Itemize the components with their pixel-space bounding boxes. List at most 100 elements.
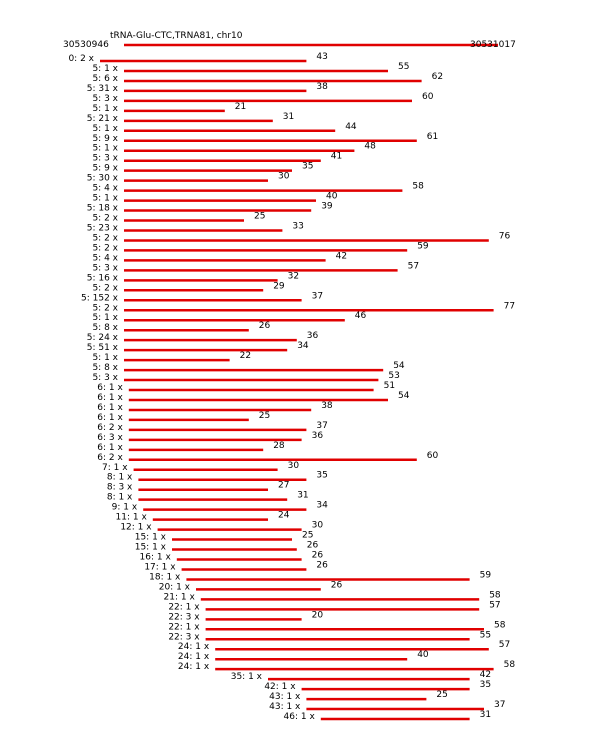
read-length: 44 — [345, 122, 357, 132]
read-length: 31 — [283, 112, 294, 122]
read-length: 46 — [355, 311, 367, 321]
read-length: 26 — [307, 541, 319, 551]
read-label: 6: 1 x — [97, 393, 123, 403]
read-label: 5: 9 x — [92, 134, 118, 144]
read-label: 15: 1 x — [135, 533, 167, 543]
read-label: 0: 2 x — [68, 54, 94, 64]
read-label: 5: 3 x — [92, 263, 118, 273]
read-length: 42 — [480, 670, 491, 680]
read-label: 15: 1 x — [135, 543, 167, 553]
read-length: 21 — [235, 102, 246, 112]
read-label: 5: 152 x — [81, 293, 119, 303]
read-length: 60 — [422, 92, 434, 102]
read-length: 37 — [316, 421, 327, 431]
read-label: 7: 1 x — [102, 463, 128, 473]
read-label: 5: 2 x — [92, 303, 118, 313]
read-length: 24 — [278, 511, 290, 521]
read-length: 60 — [427, 451, 439, 461]
read-label: 5: 1 x — [92, 144, 118, 154]
read-label: 8: 3 x — [107, 483, 133, 493]
read-label: 16: 1 x — [140, 553, 172, 563]
read-label: 5: 1 x — [92, 64, 118, 74]
read-length: 37 — [312, 291, 323, 301]
read-length: 38 — [321, 401, 333, 411]
read-length: 31 — [297, 491, 308, 501]
read-length: 25 — [436, 690, 447, 700]
read-length: 59 — [480, 570, 492, 580]
read-label: 5: 3 x — [92, 373, 118, 383]
read-label: 42: 1 x — [264, 682, 296, 692]
read-label: 6: 3 x — [97, 433, 123, 443]
read-length: 25 — [254, 212, 265, 222]
read-label: 21: 1 x — [164, 592, 196, 602]
read-label: 17: 1 x — [144, 562, 176, 572]
read-label: 5: 1 x — [92, 194, 118, 204]
read-label: 9: 1 x — [112, 503, 138, 513]
read-label: 5: 6 x — [92, 74, 118, 84]
title: tRNA-Glu-CTC,TRNA81, chr10 — [110, 31, 243, 41]
read-label: 35: 1 x — [231, 672, 263, 682]
read-length: 35 — [480, 680, 491, 690]
read-length: 30 — [278, 172, 290, 182]
read-label: 5: 4 x — [92, 184, 118, 194]
read-length: 26 — [259, 321, 271, 331]
read-label: 5: 2 x — [92, 283, 118, 293]
read-label: 5: 16 x — [87, 273, 119, 283]
read-length: 20 — [312, 610, 324, 620]
read-length: 39 — [321, 202, 333, 212]
read-label: 5: 24 x — [87, 333, 119, 343]
read-label: 6: 2 x — [97, 423, 123, 433]
read-length: 25 — [302, 531, 313, 541]
read-length: 26 — [312, 551, 324, 561]
read-length: 26 — [316, 560, 328, 570]
read-label: 5: 23 x — [87, 223, 119, 233]
start-coordinate: 30530946 — [63, 40, 109, 50]
read-length: 37 — [494, 700, 505, 710]
read-label: 5: 31 x — [87, 84, 119, 94]
read-length: 54 — [393, 361, 405, 371]
read-length: 42 — [336, 251, 347, 261]
read-label: 5: 18 x — [87, 204, 119, 214]
read-label: 5: 8 x — [92, 363, 118, 373]
read-length: 62 — [432, 72, 443, 82]
read-label: 43: 1 x — [269, 702, 301, 712]
read-length: 58 — [494, 620, 506, 630]
read-length: 58 — [489, 590, 501, 600]
read-length: 40 — [417, 650, 429, 660]
read-label: 24: 1 x — [178, 662, 210, 672]
read-label: 46: 1 x — [284, 712, 316, 722]
read-label: 5: 51 x — [87, 343, 119, 353]
read-label: 18: 1 x — [149, 572, 181, 582]
read-label: 6: 1 x — [97, 403, 123, 413]
read-length: 43 — [316, 52, 327, 62]
read-length: 34 — [316, 501, 328, 511]
read-label: 8: 1 x — [107, 473, 133, 483]
read-label: 5: 1 x — [92, 313, 118, 323]
read-label: 5: 2 x — [92, 233, 118, 243]
read-label: 24: 1 x — [178, 642, 210, 652]
end-coordinate: 30531017 — [470, 40, 516, 50]
read-length: 48 — [364, 142, 376, 152]
read-length: 53 — [388, 371, 399, 381]
read-label: 12: 1 x — [120, 523, 152, 533]
read-length: 55 — [398, 62, 409, 72]
read-length: 32 — [288, 271, 299, 281]
read-label: 5: 1 x — [92, 104, 118, 114]
read-label: 22: 3 x — [168, 612, 200, 622]
read-length: 57 — [499, 640, 510, 650]
read-length: 57 — [408, 261, 419, 271]
read-label: 5: 9 x — [92, 164, 118, 174]
read-length: 51 — [384, 381, 395, 391]
read-length: 54 — [398, 391, 410, 401]
read-length: 34 — [297, 341, 309, 351]
read-label: 6: 1 x — [97, 383, 123, 393]
read-length: 27 — [278, 481, 289, 491]
read-label: 5: 30 x — [87, 174, 119, 184]
read-label: 5: 1 x — [92, 124, 118, 134]
read-length: 26 — [331, 580, 343, 590]
read-length: 55 — [480, 630, 491, 640]
read-label: 8: 1 x — [107, 493, 133, 503]
read-length: 30 — [288, 461, 300, 471]
read-length: 40 — [326, 192, 338, 202]
